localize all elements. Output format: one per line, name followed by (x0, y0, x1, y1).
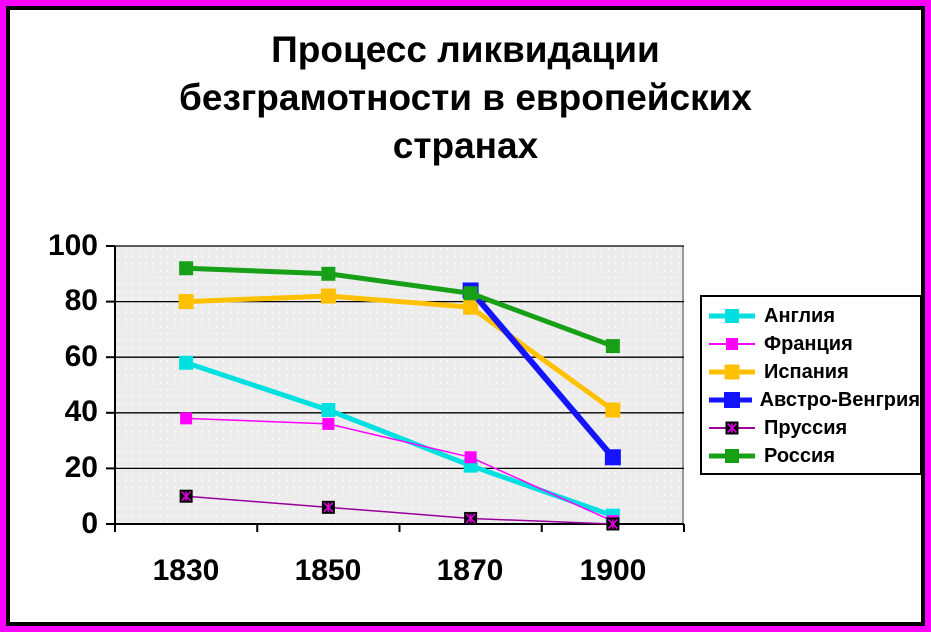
marker-Испания (724, 364, 740, 380)
legend-item-Франция: Франция (708, 330, 920, 358)
marker-Пруссия (321, 500, 335, 514)
series-line-Франция (186, 417, 614, 522)
y-axis-label-80: 80 (64, 284, 98, 317)
legend-label-Россия: Россия (764, 444, 836, 467)
marker-Пруссия (464, 511, 478, 525)
legend-label-Испания: Испания (764, 360, 849, 383)
x-axis-label-1870: 1870 (436, 554, 504, 587)
marker-Англия (321, 403, 336, 418)
x-axis-label-1900: 1900 (579, 554, 647, 587)
legend-label-Англия: Англия (764, 304, 836, 327)
marker-Франция (464, 451, 477, 464)
marker-Россия (321, 266, 336, 281)
legend-item-Австро-Венгрия: Австро-Венгрия (708, 386, 920, 414)
marker-Россия (725, 449, 739, 463)
x-axis-label-1850: 1850 (294, 554, 362, 587)
legend: Англия Франция Испания Австро-Венгрия Прусси… (700, 295, 922, 475)
marker-Россия (605, 339, 620, 354)
marker-Пруссия (179, 489, 193, 503)
chart-title: Процесс ликвидации безграмотности в евро… (0, 26, 931, 170)
legend-swatch-Россия (709, 449, 755, 463)
legend-label-Австро-Венгрия: Австро-Венгрия (759, 388, 920, 411)
legend-swatch-Испания (709, 364, 755, 380)
marker-Австро-Венгрия (724, 392, 740, 408)
legend-swatch-Австро-Венгрия (709, 392, 752, 408)
legend-swatch-Пруссия (709, 421, 755, 435)
series-line-Испания (186, 293, 615, 413)
marker-Испания (605, 402, 621, 418)
legend-label-Пруссия: Пруссия (764, 416, 848, 439)
legend-item-Россия: Россия (708, 442, 920, 470)
marker-Англия (179, 355, 194, 370)
marker-Россия (179, 261, 194, 276)
series-line-Англия (185, 360, 614, 519)
title-line-2: безграмотности в европейских (179, 77, 752, 118)
legend-swatch-Англия (709, 309, 755, 323)
legend-item-Испания: Испания (708, 358, 920, 386)
legend-item-Англия: Англия (708, 302, 920, 330)
marker-Испания (463, 299, 479, 315)
marker-Франция (322, 417, 335, 430)
marker-Пруссия (725, 421, 739, 435)
y-axis-label-60: 60 (64, 340, 98, 373)
plot-area (115, 246, 684, 524)
marker-Франция (180, 412, 193, 425)
marker-Россия (463, 286, 478, 301)
marker-Пруссия (606, 517, 620, 531)
marker-Австро-Венгрия (604, 449, 621, 466)
y-axis-label-20: 20 (64, 451, 98, 484)
title-line-1: Процесс ликвидации (271, 29, 660, 70)
title-line-3: странах (392, 125, 539, 166)
marker-Франция (726, 338, 738, 350)
y-axis-label-100: 100 (47, 229, 98, 262)
y-axis-label-40: 40 (64, 395, 98, 428)
marker-Англия (725, 309, 739, 323)
series-line-Пруссия (186, 495, 613, 525)
legend-item-Пруссия: Пруссия (708, 414, 920, 442)
x-axis-label-1830: 1830 (152, 554, 220, 587)
legend-swatch-Франция (709, 338, 755, 350)
series-line-Австро-Венгрия (468, 288, 616, 460)
series-line-Россия (186, 265, 614, 349)
marker-Испания (320, 288, 336, 304)
y-axis-label-0: 0 (81, 507, 98, 540)
marker-Испания (178, 294, 194, 310)
legend-label-Франция: Франция (764, 332, 853, 355)
